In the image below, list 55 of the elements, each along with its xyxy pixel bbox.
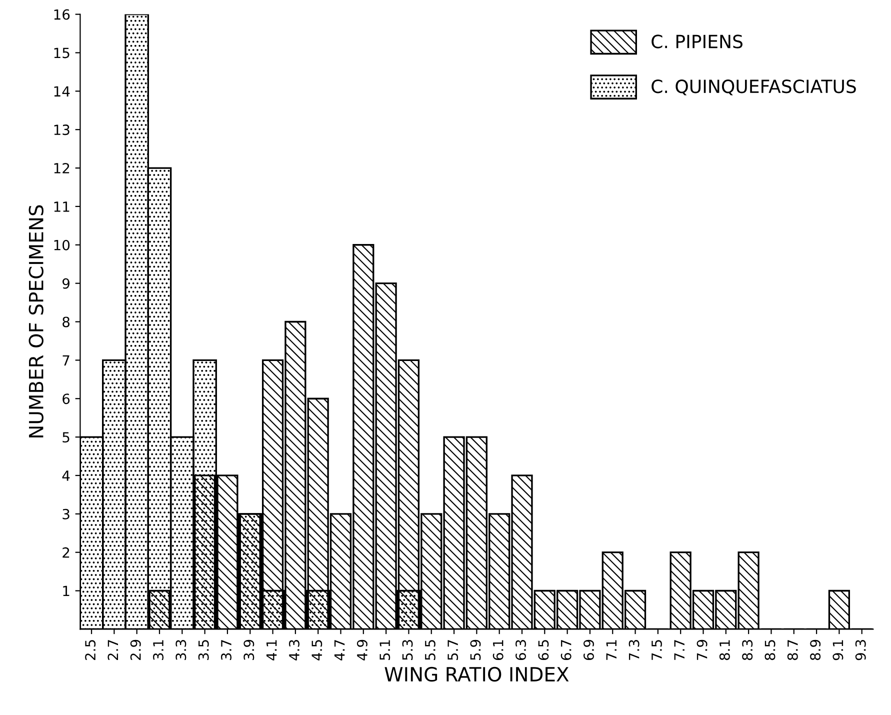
x-tick-label: 7.7 bbox=[674, 640, 684, 660]
x-tick-label: 8.5 bbox=[764, 640, 776, 660]
y-tick-label: 6 bbox=[62, 394, 70, 404]
x-tick-label: 3.7 bbox=[220, 640, 232, 660]
y-tick-label: 7 bbox=[62, 355, 70, 366]
x-tick-label: 8.1 bbox=[719, 640, 730, 660]
y-tick-label: 14 bbox=[54, 86, 70, 96]
y-tick-label: 15 bbox=[54, 48, 70, 58]
y-tick-label: 11 bbox=[54, 202, 70, 212]
x-tick-label: 9.1 bbox=[832, 640, 844, 660]
x-tick-label: 6.9 bbox=[583, 640, 594, 660]
y-tick-label: 1 bbox=[63, 586, 70, 596]
x-tick-label: 6.7 bbox=[560, 640, 572, 660]
y-tick-label: 5 bbox=[62, 432, 70, 443]
x-tick-label: 5.9 bbox=[470, 640, 481, 660]
x-tick-label: 5.7 bbox=[448, 640, 458, 660]
y-tick-label: 2 bbox=[62, 547, 70, 558]
x-tick-label: 5.3 bbox=[402, 640, 413, 660]
x-tick-label: 8.9 bbox=[810, 640, 821, 660]
x-tick-label: 2.5 bbox=[85, 640, 96, 660]
x-tick-label: 5.5 bbox=[425, 640, 436, 660]
y-tick-label: 9 bbox=[62, 278, 70, 289]
x-tick-label: 7.3 bbox=[628, 640, 640, 660]
x-tick-label: 4.7 bbox=[334, 640, 345, 660]
x-tick-label: 7.5 bbox=[652, 640, 662, 660]
x-tick-label: 7.1 bbox=[606, 640, 616, 660]
x-axis-title: WING RATIO INDEX bbox=[384, 666, 569, 682]
x-tick-label: 2.9 bbox=[130, 640, 141, 660]
x-tick-label: 4.5 bbox=[312, 640, 322, 660]
x-tick-label: 6.5 bbox=[538, 640, 549, 660]
x-tick-label: 6.3 bbox=[516, 640, 526, 660]
x-tick-label: 3.9 bbox=[244, 640, 254, 660]
x-tick-label: 4.1 bbox=[266, 640, 277, 660]
x-tick-label: 8.3 bbox=[742, 640, 753, 660]
x-tick-label: 5.1 bbox=[380, 640, 390, 660]
y-tick-label: 10 bbox=[54, 240, 70, 250]
x-tick-label: 2.7 bbox=[108, 640, 118, 660]
x-tick-label: 9.3 bbox=[855, 640, 866, 660]
y-tick-label: 16 bbox=[54, 9, 70, 20]
y-tick-label: 8 bbox=[62, 316, 70, 328]
x-tick-label: 3.1 bbox=[153, 640, 164, 660]
y-tick-label: 3 bbox=[62, 508, 70, 520]
y-tick-label: 4 bbox=[62, 470, 70, 481]
legend-label: C. QUINQUEFASCIATUS bbox=[652, 80, 856, 96]
x-tick-label: 7.9 bbox=[696, 640, 708, 660]
x-tick-label: 3.3 bbox=[176, 640, 186, 660]
x-tick-label: 4.9 bbox=[356, 640, 368, 660]
y-axis-title: NUMBER OF SPECIMENS bbox=[28, 205, 44, 438]
x-tick-label: 3.5 bbox=[198, 640, 209, 660]
y-tick-label: 13 bbox=[54, 124, 70, 136]
x-tick-label: 6.1 bbox=[492, 640, 504, 660]
legend-label: C. PIPIENS bbox=[652, 34, 742, 48]
y-tick-label: 12 bbox=[54, 162, 70, 174]
x-tick-label: 4.3 bbox=[288, 640, 300, 660]
x-tick-label: 8.7 bbox=[787, 640, 798, 660]
